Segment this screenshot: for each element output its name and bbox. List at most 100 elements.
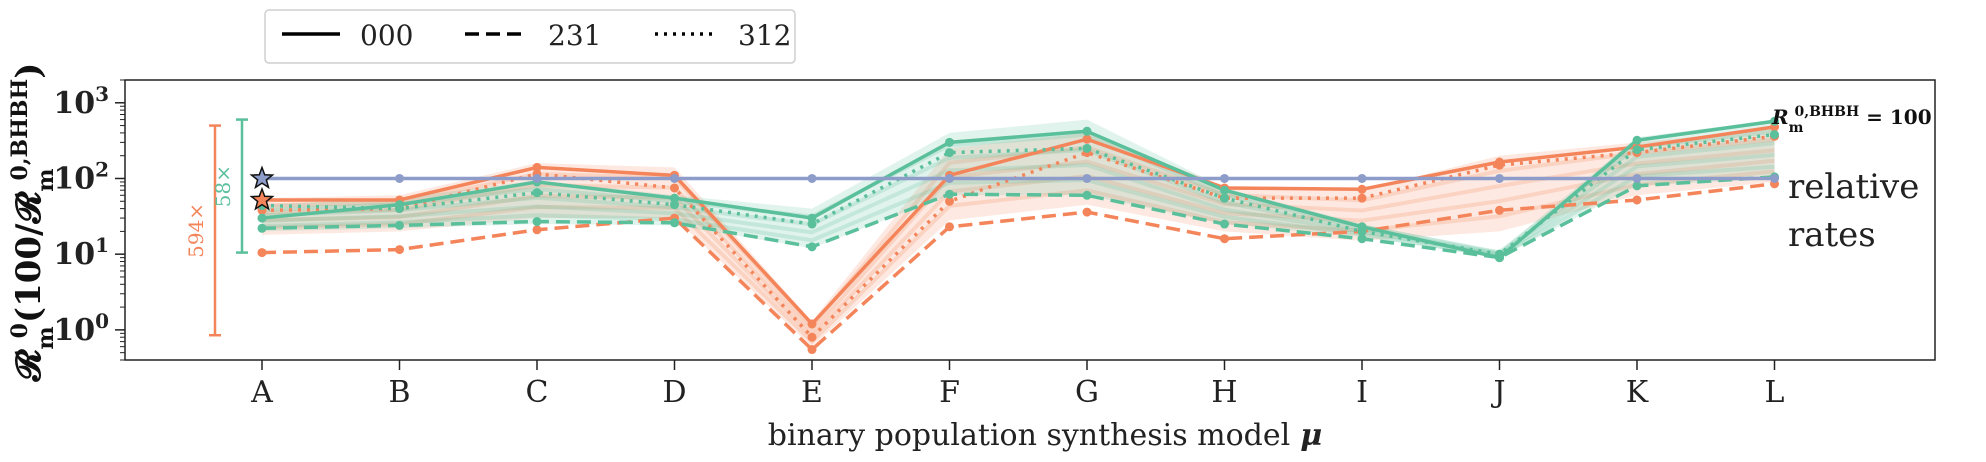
x-tick-label-C: C bbox=[526, 375, 549, 410]
point-blue-solid-E bbox=[807, 173, 817, 183]
range-bars: 594×58× bbox=[184, 118, 248, 337]
point-green-dashed-F bbox=[945, 189, 954, 199]
x-tick-label-B: B bbox=[388, 375, 410, 410]
point-green-solid-K bbox=[1632, 135, 1642, 145]
point-blue-solid-L bbox=[1770, 173, 1779, 183]
point-orange-dashed-K bbox=[1632, 195, 1642, 205]
point-green-dashed-H bbox=[1220, 219, 1229, 229]
range-label-green: 58× bbox=[211, 165, 235, 207]
point-green-dashed-I bbox=[1357, 234, 1367, 244]
x-tick-label-F: F bbox=[939, 375, 960, 410]
point-green-solid-F bbox=[945, 137, 954, 147]
point-green-solid-D bbox=[670, 193, 679, 203]
point-green-dashed-B bbox=[395, 220, 404, 230]
x-tick-label-J: J bbox=[1490, 375, 1505, 410]
y-tick-label-10: 101 bbox=[53, 233, 109, 272]
point-blue-solid-J bbox=[1495, 173, 1504, 183]
point-green-dashed-D bbox=[670, 218, 679, 228]
series-line-green-solid bbox=[261, 119, 1775, 260]
range-label-orange: 594× bbox=[184, 203, 208, 258]
x-axis: A B C D E F G H I J K L bbox=[250, 360, 1785, 410]
point-green-solid-A bbox=[257, 213, 267, 223]
point-green-dotted-F bbox=[945, 148, 954, 158]
point-orange-dotted-I bbox=[1357, 193, 1367, 203]
series-line-orange-dotted bbox=[261, 134, 1775, 339]
point-green-dotted-K bbox=[1632, 145, 1642, 155]
x-tick-label-K: K bbox=[1626, 375, 1649, 410]
y-axis: 100 101 102 103 bbox=[53, 79, 125, 361]
x-axis-label: binary population synthesis model μ bbox=[768, 418, 1322, 453]
series-line-orange-dashed bbox=[261, 182, 1775, 352]
relative-rates-label-line2: rates bbox=[1788, 215, 1876, 255]
x-tick-label-I: I bbox=[1356, 375, 1368, 410]
point-green-dashed-C bbox=[532, 217, 542, 227]
point-orange-solid-E bbox=[807, 319, 817, 329]
point-green-solid-G bbox=[1082, 126, 1092, 136]
point-green-solid-H bbox=[1220, 185, 1229, 195]
x-tick-label-H: H bbox=[1211, 375, 1237, 410]
point-blue-solid-I bbox=[1357, 173, 1367, 183]
legend-label-312: 312 bbox=[738, 19, 791, 52]
x-tick-label-D: D bbox=[662, 375, 686, 410]
point-green-dotted-I bbox=[1357, 226, 1367, 236]
star-marker-orange bbox=[249, 186, 275, 211]
y-tick-label-1000: 103 bbox=[53, 82, 109, 121]
reference-annotation: Rm0,BHBH = 100 bbox=[1771, 104, 1932, 136]
series-line-orange-solid bbox=[262, 125, 1775, 326]
point-green-dotted-C bbox=[532, 188, 542, 198]
legend-label-231: 231 bbox=[548, 19, 601, 52]
point-blue-solid-B bbox=[395, 173, 404, 183]
point-green-dashed-G bbox=[1082, 190, 1092, 200]
point-green-dotted-D bbox=[670, 200, 679, 210]
point-orange-dotted-D bbox=[670, 183, 679, 193]
point-orange-dashed-C bbox=[532, 225, 542, 235]
point-green-dotted-H bbox=[1220, 193, 1229, 203]
point-orange-solid-I bbox=[1357, 184, 1367, 194]
x-tick-label-G: G bbox=[1075, 375, 1099, 410]
x-tick-label-E: E bbox=[801, 375, 823, 410]
x-tick-label-A: A bbox=[250, 375, 273, 410]
point-green-dashed-E bbox=[807, 242, 817, 252]
point-green-dotted-L bbox=[1770, 130, 1779, 140]
relative-rates-label-line1: relative bbox=[1788, 167, 1919, 207]
legend: 000 231 312 bbox=[264, 9, 796, 64]
star-markers bbox=[249, 165, 275, 211]
faded-line-orange-1 bbox=[261, 169, 1775, 345]
point-orange-dotted-F bbox=[945, 196, 954, 206]
faded-line-orange-2 bbox=[261, 158, 1775, 340]
x-tick-label-L: L bbox=[1765, 375, 1785, 410]
point-blue-solid-K bbox=[1632, 173, 1642, 183]
point-green-dashed-A bbox=[257, 223, 267, 233]
point-blue-solid-H bbox=[1220, 173, 1229, 183]
point-orange-dotted-J bbox=[1495, 160, 1504, 170]
point-orange-dashed-J bbox=[1495, 205, 1504, 215]
point-orange-solid-C bbox=[532, 162, 542, 172]
point-orange-dashed-A bbox=[257, 248, 267, 258]
point-green-dashed-K bbox=[1632, 181, 1642, 191]
point-orange-dashed-B bbox=[395, 245, 404, 255]
series-line-green-dotted bbox=[261, 132, 1775, 256]
point-orange-solid-G bbox=[1082, 134, 1092, 144]
legend-label-000: 000 bbox=[360, 19, 413, 52]
point-orange-dotted-E bbox=[807, 332, 817, 342]
star-marker-blue bbox=[249, 165, 275, 190]
faded-line-green-4 bbox=[261, 129, 1775, 255]
point-green-dotted-J bbox=[1495, 249, 1504, 259]
point-blue-solid-F bbox=[945, 173, 954, 183]
faded-line-orange-3 bbox=[261, 148, 1775, 335]
point-orange-dashed-G bbox=[1082, 207, 1092, 217]
point-blue-solid-C bbox=[532, 173, 542, 183]
point-orange-dashed-E bbox=[807, 345, 817, 355]
point-blue-solid-G bbox=[1082, 173, 1092, 183]
series-lines bbox=[261, 119, 1775, 352]
y-axis-label: 𝓡m0(100/𝓡m0,BHBH) bbox=[7, 63, 59, 383]
point-green-dotted-E bbox=[807, 219, 817, 229]
point-green-dotted-G bbox=[1082, 143, 1092, 153]
legend-frame bbox=[264, 9, 796, 64]
y-tick-label-100: 102 bbox=[53, 157, 109, 196]
point-blue-solid-D bbox=[670, 173, 679, 183]
y-tick-label-1: 100 bbox=[53, 309, 109, 348]
plot-area bbox=[124, 79, 1936, 361]
faded-line-green-1 bbox=[261, 164, 1775, 259]
